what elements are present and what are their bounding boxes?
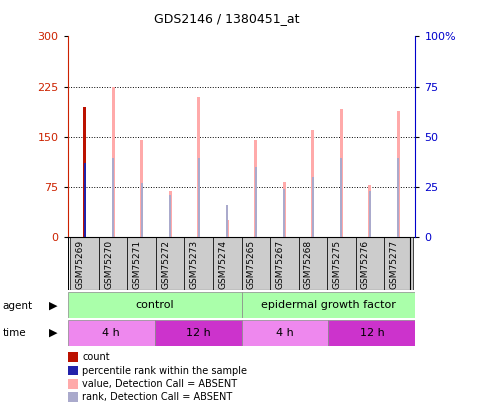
- Text: value, Detection Call = ABSENT: value, Detection Call = ABSENT: [82, 379, 237, 389]
- Text: epidermal growth factor: epidermal growth factor: [261, 300, 396, 310]
- Bar: [254, 140, 257, 237]
- Bar: [384, 237, 412, 290]
- Text: ▶: ▶: [48, 301, 57, 311]
- Bar: [140, 140, 143, 237]
- Bar: [155, 320, 242, 346]
- Bar: [255, 167, 256, 237]
- Text: percentile rank within the sample: percentile rank within the sample: [82, 366, 247, 375]
- Bar: [328, 320, 415, 346]
- Bar: [368, 185, 371, 237]
- Text: agent: agent: [2, 301, 32, 311]
- Text: GDS2146 / 1380451_at: GDS2146 / 1380451_at: [154, 12, 300, 25]
- Text: GSM75275: GSM75275: [332, 240, 341, 289]
- Bar: [197, 97, 200, 237]
- Bar: [213, 237, 242, 290]
- Bar: [198, 158, 199, 237]
- Text: GSM75277: GSM75277: [389, 240, 398, 289]
- Bar: [84, 164, 85, 237]
- Text: GSM75265: GSM75265: [247, 240, 256, 289]
- Text: 12 h: 12 h: [359, 328, 384, 338]
- Bar: [311, 130, 314, 237]
- Bar: [242, 237, 270, 290]
- Bar: [369, 192, 370, 237]
- Bar: [226, 220, 229, 237]
- Bar: [340, 109, 343, 237]
- Text: rank, Detection Call = ABSENT: rank, Detection Call = ABSENT: [82, 392, 232, 402]
- Bar: [298, 237, 327, 290]
- Bar: [169, 192, 172, 237]
- Text: 4 h: 4 h: [102, 328, 120, 338]
- Text: 12 h: 12 h: [185, 328, 211, 338]
- Bar: [227, 205, 228, 237]
- Bar: [156, 237, 185, 290]
- Bar: [312, 177, 313, 237]
- Text: GSM75269: GSM75269: [76, 240, 85, 289]
- Bar: [112, 87, 115, 237]
- Bar: [83, 107, 86, 237]
- Bar: [128, 237, 156, 290]
- Text: time: time: [2, 328, 26, 338]
- Bar: [397, 111, 400, 237]
- Bar: [141, 183, 142, 237]
- Text: GSM75267: GSM75267: [275, 240, 284, 289]
- Text: GSM75276: GSM75276: [361, 240, 370, 289]
- Text: GSM75268: GSM75268: [304, 240, 313, 289]
- Bar: [68, 320, 155, 346]
- Bar: [170, 196, 171, 237]
- Bar: [327, 237, 355, 290]
- Text: GSM75272: GSM75272: [161, 240, 170, 288]
- Text: 4 h: 4 h: [276, 328, 294, 338]
- Bar: [71, 237, 99, 290]
- Bar: [341, 158, 342, 237]
- Bar: [83, 107, 86, 237]
- Bar: [68, 292, 242, 318]
- Text: GSM75271: GSM75271: [133, 240, 142, 289]
- Bar: [398, 158, 399, 237]
- Text: GSM75274: GSM75274: [218, 240, 227, 288]
- Bar: [84, 164, 85, 237]
- Bar: [113, 158, 114, 237]
- Bar: [99, 237, 128, 290]
- Bar: [242, 320, 328, 346]
- Bar: [270, 237, 298, 290]
- Text: GSM75270: GSM75270: [104, 240, 113, 289]
- Bar: [355, 237, 384, 290]
- Text: control: control: [135, 300, 174, 310]
- Text: GSM75273: GSM75273: [190, 240, 199, 289]
- Bar: [242, 292, 415, 318]
- Text: count: count: [82, 352, 110, 362]
- Text: ▶: ▶: [48, 328, 57, 338]
- Bar: [185, 237, 213, 290]
- Bar: [283, 182, 286, 237]
- Bar: [284, 189, 285, 237]
